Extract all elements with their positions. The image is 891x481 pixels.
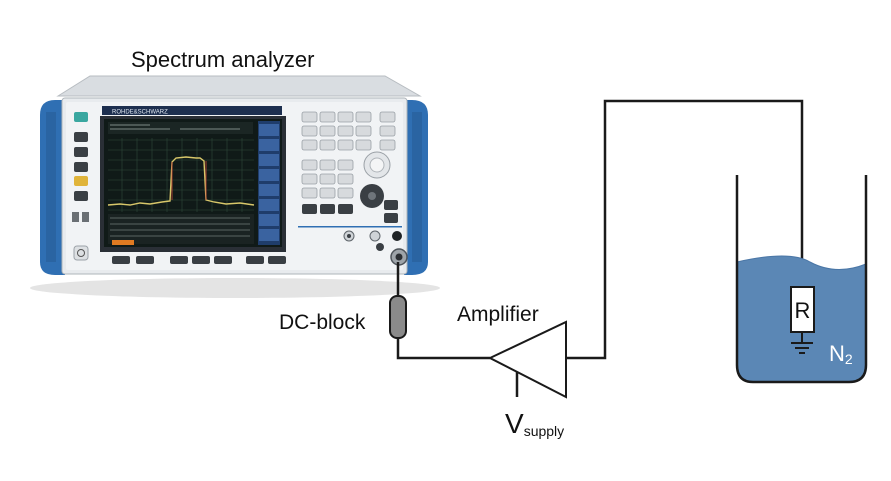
wire-dcblock-to-amplifier [396,338,490,360]
amplifier-symbol [487,320,567,399]
analyzer-keypad [301,111,398,223]
vsupply-label: Vsupply [505,408,564,439]
amplifier-label: Amplifier [457,303,539,326]
wire-amplifier-to-sensor [566,99,804,360]
analyzer-graticule [108,138,254,212]
dc-block-component [389,295,407,339]
analyzer-handles [40,100,428,275]
spectrum-analyzer-label: Spectrum analyzer [131,47,314,72]
nitrogen-label: N2 [829,341,853,367]
spectrum-trace [107,156,255,206]
analyzer-brand: ROHDE&SCHWARZ [112,110,168,116]
resistor-label: R [795,298,811,323]
analyzer-softkeys [112,256,286,264]
signal-wires [396,99,804,397]
analyzer-left-buttons [72,112,89,261]
analyzer-connectors [343,230,408,266]
dc-block-label: DC-block [279,311,366,334]
ground-icon [791,332,813,354]
spectrum-analyzer: ROHDE&SCHWARZ [30,75,440,298]
